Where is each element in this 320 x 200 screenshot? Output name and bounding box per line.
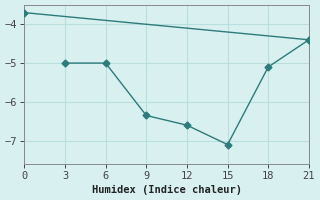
X-axis label: Humidex (Indice chaleur): Humidex (Indice chaleur)	[92, 185, 242, 195]
